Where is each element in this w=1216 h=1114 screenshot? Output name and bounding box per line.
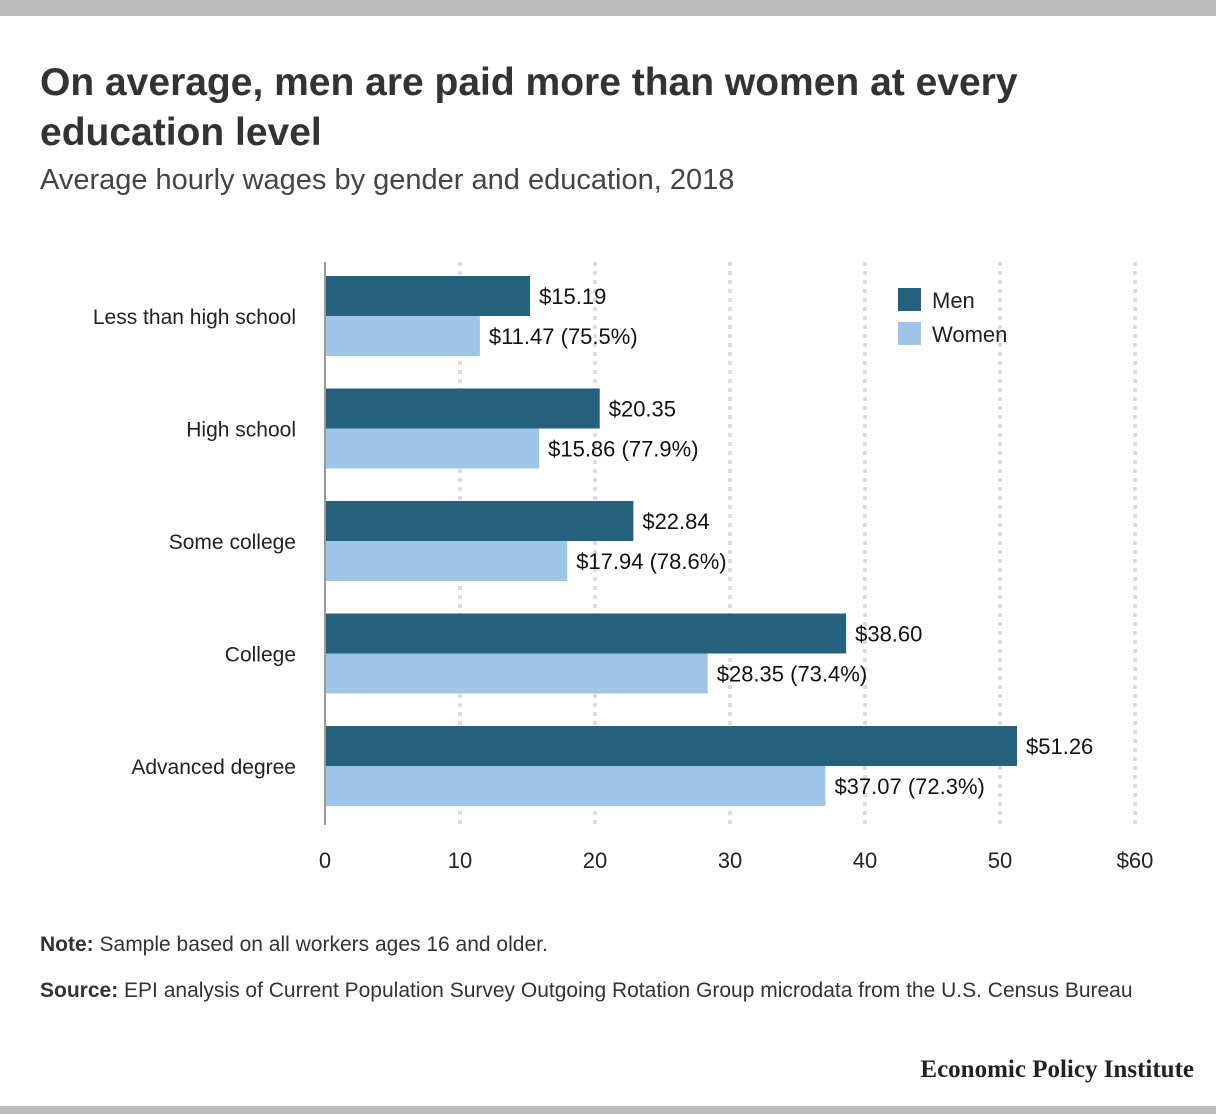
bar-chart: $15.19 $11.47 (75.5%) $20.35 $15.86 (77.9%)…	[93, 262, 1153, 873]
data-label: $11.47 (75.5%)	[489, 324, 638, 349]
x-tick-label: $60	[1117, 848, 1154, 873]
chart-subtitle: Average hourly wages by gender and educa…	[40, 164, 735, 196]
category-label: Advanced degree	[131, 756, 296, 779]
value-labels: $15.19 $11.47 (75.5%) $20.35 $15.86 (77.9%)…	[489, 284, 1093, 799]
brand-logo-text: Economic Policy Institute	[920, 1056, 1194, 1083]
data-label: $15.86 (77.9%)	[548, 437, 698, 462]
category-label: Some college	[169, 531, 296, 554]
bars	[326, 276, 1018, 806]
category-label: Less than high school	[93, 306, 296, 329]
x-tick-label: 20	[583, 848, 607, 873]
bottom-border	[0, 1106, 1216, 1114]
source-label: Source:	[40, 979, 119, 1002]
bar-men	[326, 726, 1018, 766]
data-label: $22.84	[642, 509, 709, 534]
bar-men	[326, 276, 531, 316]
note-text: Sample based on all workers ages 16 and …	[93, 933, 548, 956]
bar-men	[326, 613, 847, 654]
x-tick-label: 50	[988, 848, 1012, 873]
legend: Men Women	[898, 288, 1007, 347]
note-label: Note:	[40, 933, 94, 956]
data-label: $28.35 (73.4%)	[717, 662, 867, 687]
x-tick-label: 30	[718, 848, 742, 873]
legend-swatch-women	[898, 322, 921, 345]
chart-title: On average, men are paid more than women…	[40, 61, 1018, 154]
data-label: $51.26	[1026, 734, 1093, 759]
data-label: $20.35	[609, 397, 676, 422]
data-label: $37.07 (72.3%)	[834, 774, 984, 799]
bar-women	[326, 541, 568, 581]
category-label: College	[225, 644, 296, 667]
legend-label: Women	[932, 322, 1007, 347]
legend-swatch-men	[898, 288, 921, 311]
legend-label: Men	[932, 288, 975, 313]
source-text: EPI analysis of Current Population Surve…	[118, 979, 1133, 1002]
data-label: $38.60	[855, 622, 922, 647]
x-tick-label: 10	[448, 848, 472, 873]
x-tick-label: 40	[853, 848, 877, 873]
data-label: $17.94 (78.6%)	[576, 549, 726, 574]
chart-source: Source: EPI analysis of Current Populati…	[40, 975, 1170, 1007]
data-label: $15.19	[539, 284, 606, 309]
category-label: High school	[186, 419, 296, 442]
top-border	[0, 0, 1216, 16]
bar-men	[326, 388, 600, 429]
bar-women	[326, 653, 708, 694]
x-axis-ticks: 0 10 20 30 40 50 $60	[319, 848, 1153, 873]
chart-note: Note: Sample based on all workers ages 1…	[40, 930, 1180, 960]
category-labels: Less than high school High school Some col…	[93, 306, 296, 779]
bar-women	[326, 428, 540, 469]
bar-women	[326, 766, 826, 806]
x-tick-label: 0	[319, 848, 331, 873]
bar-women	[326, 316, 480, 356]
bar-men	[326, 501, 634, 541]
